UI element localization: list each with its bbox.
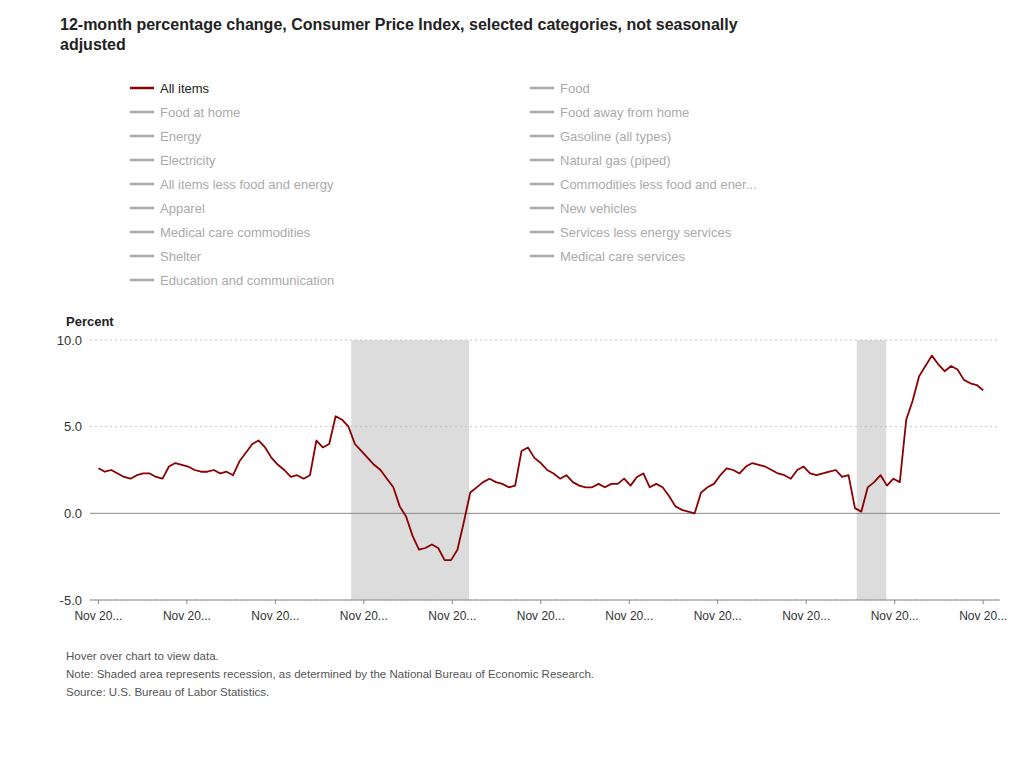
grid-line <box>90 426 1000 427</box>
legend-swatch <box>130 279 154 282</box>
grid-line <box>90 600 1000 601</box>
grid-line <box>90 513 1000 514</box>
y-grid <box>90 340 1000 600</box>
title: 12-month percentage change, Consumer Pri… <box>60 16 738 53</box>
chart: 12-month percentage change, Consumer Pri… <box>0 0 1024 761</box>
legend-swatch <box>530 255 554 258</box>
title-line: adjusted <box>60 36 126 53</box>
legend-swatch <box>130 135 154 138</box>
legend-swatch <box>130 111 154 114</box>
x-tick-label: Nov 20... <box>74 609 122 623</box>
x-tick <box>894 600 895 604</box>
legend-swatch <box>530 87 554 90</box>
legend-label: Gasoline (all types) <box>560 129 671 144</box>
x-tick-label: Nov 20... <box>340 609 388 623</box>
y-tick-label: 0.0 <box>64 506 82 521</box>
x-tick <box>806 600 807 604</box>
x-tick <box>275 600 276 604</box>
series-lines <box>98 356 983 561</box>
legend-label: Energy <box>160 129 202 144</box>
legend-label: Food at home <box>160 105 240 120</box>
x-axis-line <box>90 600 1000 601</box>
x-tick-label: Nov 20... <box>959 609 1007 623</box>
x-tick <box>452 600 453 604</box>
legend-label: Shelter <box>160 249 202 264</box>
x-tick-label: Nov 20... <box>163 609 211 623</box>
legend-swatch <box>530 159 554 162</box>
y-tick-label: 10.0 <box>57 333 82 348</box>
legend-label: Electricity <box>160 153 216 168</box>
x-tick-label: Nov 20... <box>871 609 919 623</box>
recession-band <box>351 340 469 600</box>
x-tick-label: Nov 20... <box>605 609 653 623</box>
series-line <box>98 356 983 561</box>
legend-label: Natural gas (piped) <box>560 153 671 168</box>
x-tick <box>186 600 187 604</box>
footnote: Source: U.S. Bureau of Labor Statistics. <box>66 686 269 698</box>
title-line: 12-month percentage change, Consumer Pri… <box>60 16 738 33</box>
legend-swatch <box>130 87 154 90</box>
grid-line <box>90 340 1000 341</box>
x-tick <box>540 600 541 604</box>
x-tick <box>983 600 984 604</box>
x-tick <box>98 600 99 604</box>
x-tick-label: Nov 20... <box>428 609 476 623</box>
legend-label: Services less energy services <box>560 225 732 240</box>
y-tick-label: 5.0 <box>64 419 82 434</box>
x-tick-label: Nov 20... <box>251 609 299 623</box>
legend-label: Medical care services <box>560 249 685 264</box>
legend-label: Commodities less food and ener... <box>560 177 757 192</box>
legend-swatch <box>130 207 154 210</box>
y-axis-label: Percent <box>66 314 114 329</box>
legend-swatch <box>130 183 154 186</box>
legend-label: Medical care commodities <box>160 225 311 240</box>
legend-swatch <box>530 111 554 114</box>
footnote: Hover over chart to view data. <box>66 650 219 662</box>
x-tick-label: Nov 20... <box>782 609 830 623</box>
legend-swatch <box>130 159 154 162</box>
legend-label: All items less food and energy <box>160 177 334 192</box>
x-tick-label: Nov 20... <box>517 609 565 623</box>
legend-label: Food away from home <box>560 105 689 120</box>
recession-band <box>857 340 886 600</box>
x-tick-label: Nov 20... <box>694 609 742 623</box>
legend-label: Education and communication <box>160 273 334 288</box>
x-tick <box>629 600 630 604</box>
x-tick <box>363 600 364 604</box>
x-tick <box>717 600 718 604</box>
legend-swatch <box>130 231 154 234</box>
legend: All items Food at home Energy Electricity Al… <box>130 81 757 288</box>
footnote: Note: Shaded area represents recession, … <box>66 668 594 680</box>
legend-label: Apparel <box>160 201 205 216</box>
legend-label: Food <box>560 81 590 96</box>
legend-swatch <box>530 135 554 138</box>
legend-swatch <box>530 207 554 210</box>
legend-label: New vehicles <box>560 201 637 216</box>
legend-swatch <box>530 231 554 234</box>
legend-swatch <box>530 183 554 186</box>
legend-label: All items <box>160 81 210 96</box>
legend-swatch <box>130 255 154 258</box>
y-tick-label: -5.0 <box>60 593 82 608</box>
